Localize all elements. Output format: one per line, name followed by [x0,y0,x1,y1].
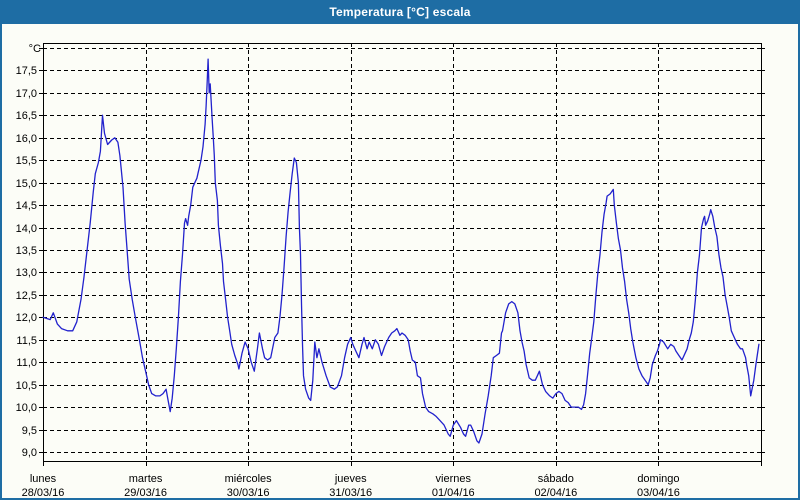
x-tick-date-label: 03/04/16 [637,487,680,499]
x-tick-date-label: 31/03/16 [329,487,372,499]
x-tick-date-label: 01/04/16 [432,487,475,499]
y-tick-label: 13,5 [16,245,37,257]
x-tick-date-label: 28/03/16 [22,487,65,499]
y-tick-label: 14,0 [16,223,37,235]
x-tick-day-label: martes [129,473,163,485]
y-axis-unit-label: °C [29,43,41,55]
y-tick-label: 15,5 [16,155,37,167]
x-tick-day-label: domingo [637,473,679,485]
x-tick-date-label: 02/04/16 [534,487,577,499]
y-tick-label: 12,0 [16,312,37,324]
x-tick-date-label: 29/03/16 [124,487,167,499]
y-tick-label: 11,5 [16,335,37,347]
y-tick-label: 12,5 [16,290,37,302]
y-tick-label: 11,0 [16,357,37,369]
y-tick-label: 14,5 [16,200,37,212]
y-tick-label: 13,0 [16,267,37,279]
y-tick-label: 9,0 [22,447,37,459]
window-title: Temperatura [°C] escala [329,5,471,19]
axis-labels: 17,5 17,0 16,5 16,0 15,5 15,0 14,5 14,0 13,5 13,0… [16,43,680,499]
window-titlebar: Temperatura [°C] escala [2,2,798,24]
y-tick-label: 15,0 [16,178,37,190]
y-tick-label: 17,0 [16,88,37,100]
x-tick-date-label: 30/03/16 [227,487,270,499]
x-tick-day-label: jueves [334,473,367,485]
x-tick-day-label: viernes [436,473,472,485]
axes-frame [43,43,762,462]
temperature-series-line [42,58,760,444]
x-tick-day-label: miércoles [225,473,273,485]
y-tick-label: 9,5 [22,425,37,437]
y-tick-label: 17,5 [16,65,37,77]
x-tick-day-label: sábado [538,473,574,485]
x-tick-day-label: lunes [30,473,57,485]
gridlines [43,43,761,461]
tick-marks [39,48,765,466]
y-tick-label: 16,5 [16,110,37,122]
y-tick-label: 16,0 [16,133,37,145]
y-tick-label: 10,0 [16,402,37,414]
y-tick-label: 10,5 [16,380,37,392]
